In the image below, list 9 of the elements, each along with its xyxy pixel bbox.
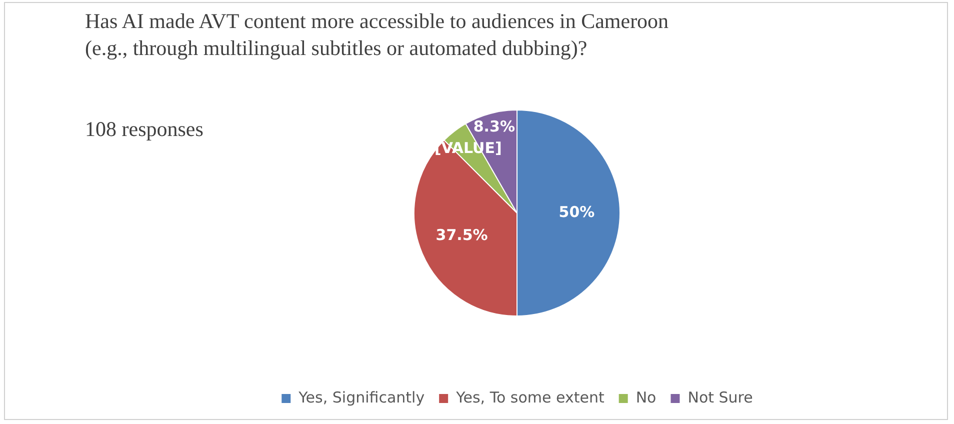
data-label: 50%: [558, 202, 595, 221]
data-label: 8.3%: [473, 117, 515, 136]
legend-label: Not Sure: [688, 388, 753, 406]
legend-label: Yes, Significantly: [298, 388, 425, 406]
chart-subtitle: 108 responses: [85, 116, 204, 143]
data-label: 37.5%: [436, 226, 488, 244]
legend-label: Yes, To some extent: [455, 388, 604, 406]
chart-title: Has AI made AVT content more accessible to audiences in Cameroon (e.g., through multilingual subtitles or automated dubbing)?: [85, 8, 670, 62]
legend-label: No: [636, 388, 656, 406]
